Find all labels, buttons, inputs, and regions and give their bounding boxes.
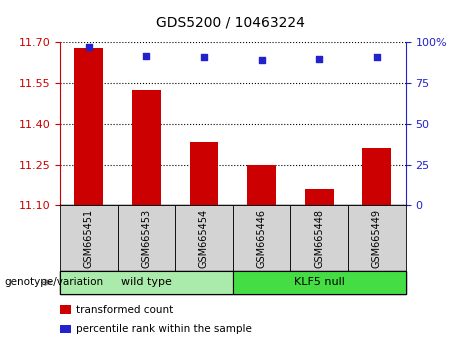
Text: GSM665451: GSM665451	[84, 209, 94, 268]
Text: percentile rank within the sample: percentile rank within the sample	[76, 324, 252, 334]
Text: transformed count: transformed count	[76, 305, 173, 315]
Text: GSM665454: GSM665454	[199, 209, 209, 268]
Bar	[247, 165, 276, 205]
Point	[315, 56, 323, 62]
Point	[258, 58, 266, 63]
Point	[373, 54, 381, 60]
Point	[142, 53, 150, 58]
Bar	[305, 189, 334, 205]
Text: GDS5200 / 10463224: GDS5200 / 10463224	[156, 16, 305, 30]
Text: genotype/variation: genotype/variation	[5, 277, 104, 287]
Bar	[74, 48, 103, 205]
Bar	[362, 148, 391, 205]
Text: GSM665448: GSM665448	[314, 209, 324, 268]
Text: KLF5 null: KLF5 null	[294, 277, 345, 287]
Text: GSM665453: GSM665453	[142, 209, 151, 268]
Point	[85, 45, 92, 50]
Bar	[132, 90, 161, 205]
Text: GSM665446: GSM665446	[257, 209, 266, 268]
Point	[200, 54, 207, 60]
Text: GSM665449: GSM665449	[372, 209, 382, 268]
Bar	[189, 142, 219, 205]
Text: wild type: wild type	[121, 277, 172, 287]
